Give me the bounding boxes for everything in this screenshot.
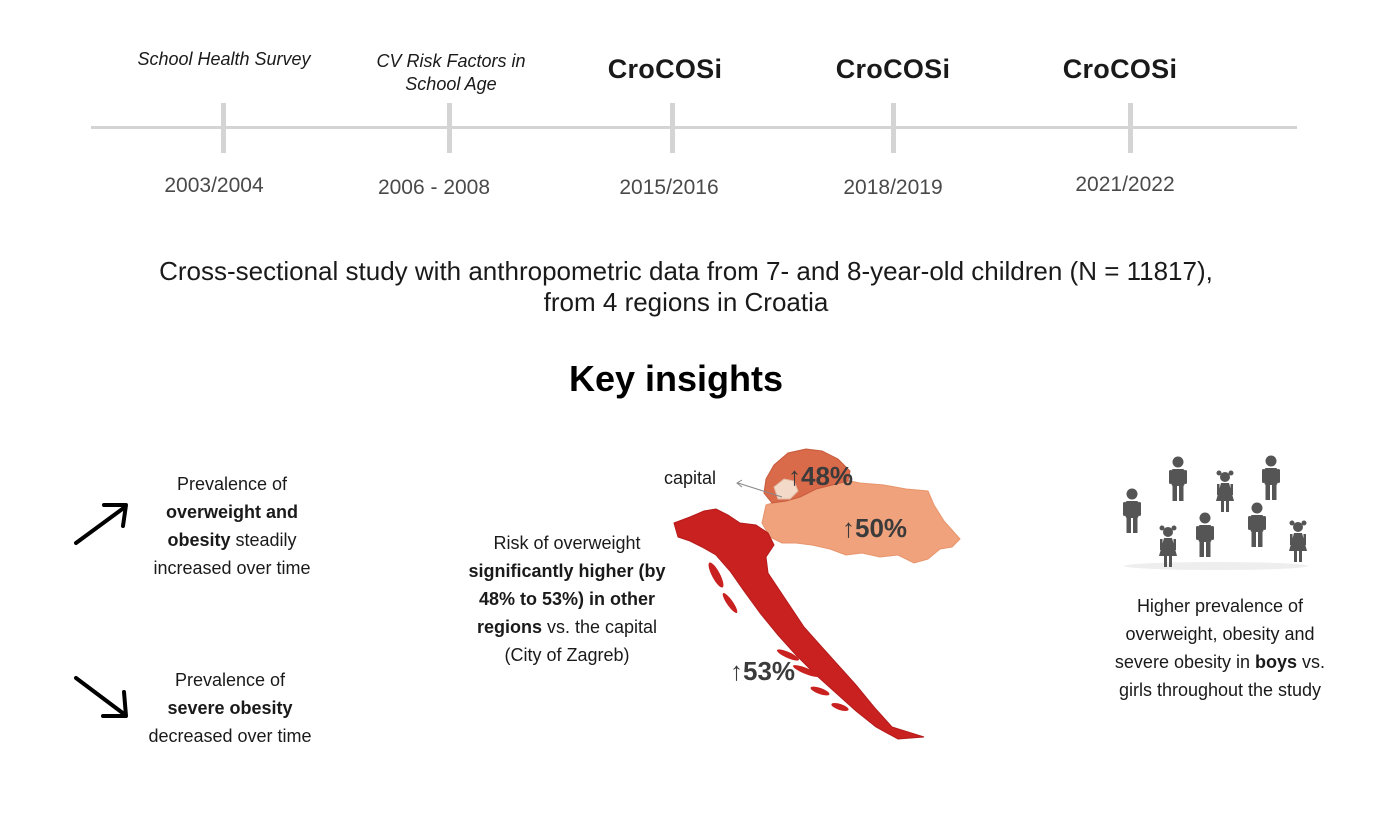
timeline-tick <box>891 103 896 153</box>
map-island <box>722 593 738 613</box>
severe-trend-pre: Prevalence of <box>174 670 286 690</box>
arrow-up-right-icon <box>74 503 128 545</box>
crocosi-logo-text: CroCOSi <box>1062 54 1178 84</box>
overweight-trend-text: Prevalence of overweight and obesity ste… <box>132 470 332 582</box>
severe-trend-text: Prevalence of severe obesity decreased o… <box>130 666 330 750</box>
survey-year: 2006 - 2008 <box>377 176 491 199</box>
girl-figure <box>1159 525 1177 567</box>
region-coast-value: ↑53% <box>730 656 796 686</box>
crocosi-logo-text: CroCOSi <box>607 54 723 84</box>
survey-year: 2021/2022 <box>1075 173 1175 196</box>
overweight-trend-bold: overweight and obesity <box>165 502 299 550</box>
sex-difference-pre: Higher prevalence of overweight, obesity… <box>1114 596 1315 672</box>
overweight-trend-post: steadily increased over time <box>153 530 311 578</box>
increase-arrow-icon: ↑ <box>842 513 855 543</box>
crocosi-logo: CroCOSi <box>1020 54 1220 85</box>
regional-risk-post: vs. the capital (City of Zagreb) <box>504 617 658 665</box>
overweight-trend-pre: Prevalence of <box>176 474 288 494</box>
severe-trend-bold: severe obesity <box>167 698 293 718</box>
map-region-capital <box>773 478 799 500</box>
boy-figure <box>1123 488 1141 533</box>
capital-label: capital <box>664 468 717 488</box>
severe-trend-post: decreased over time <box>148 726 312 746</box>
crocosi-logo: CroCOSi <box>793 54 993 85</box>
croatia-map <box>673 448 961 740</box>
regional-risk-bold: significantly higher (by 48% to 53%) in … <box>468 561 666 637</box>
boy-figure <box>1248 502 1266 547</box>
map-region-coast <box>673 508 925 740</box>
survey-label: CV Risk Factors in School Age <box>376 51 526 94</box>
map-region-east <box>761 478 961 564</box>
survey-year: 2018/2019 <box>843 176 943 199</box>
survey-year: 2015/2016 <box>619 176 719 199</box>
map-island <box>831 703 849 711</box>
map-island <box>708 562 724 588</box>
timeline-tick <box>447 103 452 153</box>
regional-risk-text: Risk of overweight significantly higher … <box>466 529 668 669</box>
sex-difference-text: Higher prevalence of overweight, obesity… <box>1098 592 1342 704</box>
study-description: Cross-sectional study with anthropometri… <box>60 256 1312 318</box>
description-line-2: from 4 regions in Croatia <box>543 287 829 317</box>
crocosi-logo: CroCOSi <box>565 54 765 85</box>
crocosi-logo-text: CroCOSi <box>835 54 951 84</box>
timeline-tick <box>221 103 226 153</box>
sex-difference-post: vs. girls throughout the study <box>1118 652 1326 700</box>
boy-figure <box>1262 455 1280 500</box>
girl-figure <box>1289 520 1307 562</box>
timeline-tick <box>670 103 675 153</box>
capital-pointer <box>737 482 783 498</box>
description-line-1: Cross-sectional study with anthropometri… <box>159 256 1213 286</box>
timeline-axis <box>91 126 1297 129</box>
boy-figure <box>1169 456 1187 501</box>
children-group-icon <box>1123 455 1308 570</box>
map-island <box>776 649 800 661</box>
map-island <box>792 665 820 677</box>
key-insights-title: Key insights <box>568 358 784 399</box>
increase-arrow-icon: ↑ <box>730 656 743 686</box>
capital-pointer-head <box>736 479 743 488</box>
region-east-value: ↑50% <box>842 513 908 543</box>
region-north-value: ↑48% <box>788 461 854 491</box>
survey-label: School Health Survey <box>137 49 311 69</box>
boy-figure <box>1196 512 1214 557</box>
arrow-down-right-icon <box>74 676 128 718</box>
girl-figure <box>1216 470 1234 512</box>
timeline-tick <box>1128 103 1133 153</box>
survey-year: 2003/2004 <box>164 174 264 197</box>
map-island <box>810 686 830 696</box>
regional-risk-pre: Risk of overweight <box>493 533 641 553</box>
increase-arrow-icon: ↑ <box>788 461 801 491</box>
sex-difference-bold: boys <box>1255 652 1298 672</box>
